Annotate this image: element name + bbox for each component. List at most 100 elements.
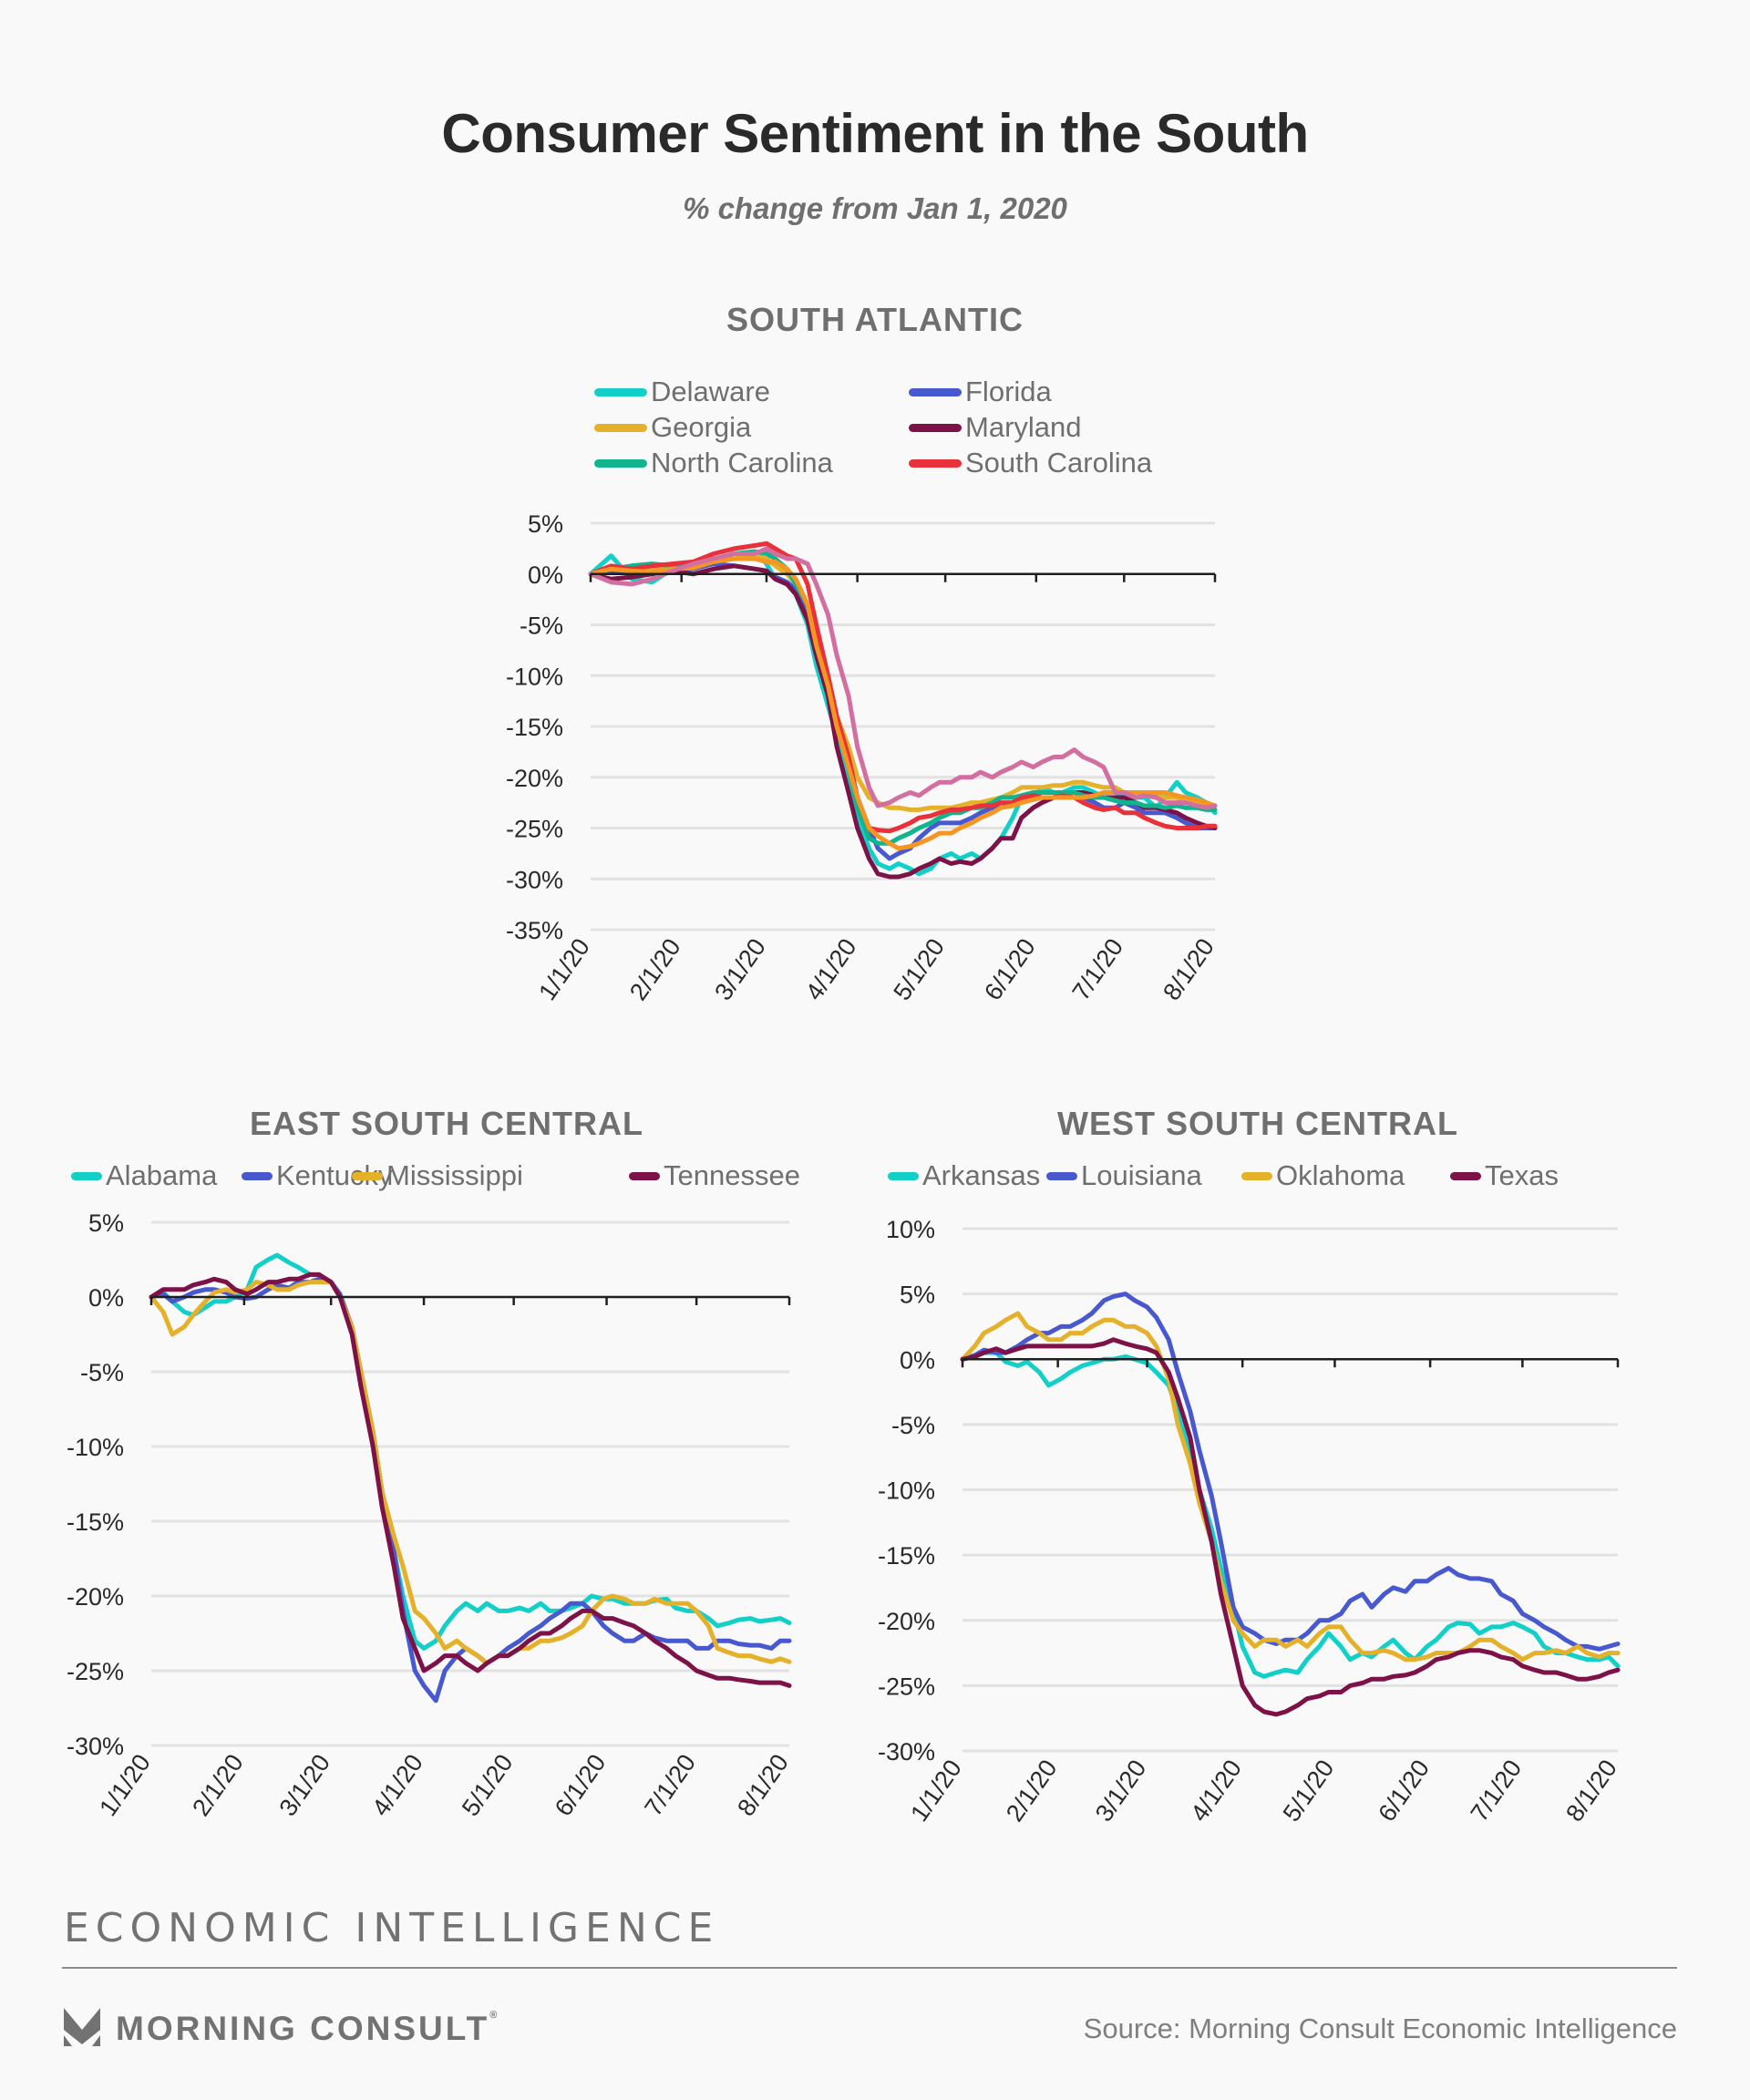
y-tick-label: -20% xyxy=(506,765,563,792)
x-tick-label: 4/1/20 xyxy=(800,933,862,1005)
legend-swatch xyxy=(888,1171,919,1180)
panel-title-east-south-central: EAST SOUTH CENTRAL xyxy=(250,1105,643,1142)
legend-label: Delaware xyxy=(651,376,770,407)
series-line-florida xyxy=(588,561,1218,861)
series-line-texas xyxy=(960,1337,1621,1717)
y-tick-label: 5% xyxy=(88,1210,124,1237)
x-tick-label: 4/1/20 xyxy=(366,1749,428,1821)
panel-title-south-atlantic: SOUTH ATLANTIC xyxy=(726,301,1024,338)
legend-west-south-central: Arkansas Louisiana Oklahoma Texas xyxy=(888,1159,1653,1196)
y-tick-label: 0% xyxy=(88,1284,124,1312)
legend-item-south-carolina: South Carolina xyxy=(909,447,1152,479)
series-line-tennessee xyxy=(149,1271,792,1688)
legend-item-north-carolina: North Carolina xyxy=(594,447,833,479)
y-tick-label: -30% xyxy=(67,1733,124,1760)
x-tick-label: 1/1/20 xyxy=(94,1749,156,1821)
registered-mark: ® xyxy=(489,2010,498,2021)
y-tick-label: 5% xyxy=(900,1282,935,1309)
series-line-georgia xyxy=(588,553,1218,812)
legend-item-florida: Florida xyxy=(909,376,1052,408)
x-tick-label: 2/1/20 xyxy=(187,1749,249,1821)
series-line-unlabeled-7 xyxy=(588,546,1218,810)
y-tick-label: 0% xyxy=(528,561,563,589)
page-subtitle: % change from Jan 1, 2020 xyxy=(683,191,1067,225)
legend-swatch xyxy=(594,387,647,396)
legend-item-georgia: Georgia xyxy=(594,411,751,444)
legend-east-south-central: Alabama Kentucky Mississippi Tennessee xyxy=(64,1159,866,1196)
legend-item-maryland: Maryland xyxy=(909,411,1082,444)
x-tick-label: 1/1/20 xyxy=(905,1755,967,1827)
legend-swatch xyxy=(1241,1171,1272,1180)
page-title: Consumer Sentiment in the South xyxy=(441,103,1309,164)
legend-item-tennessee: Tennessee xyxy=(629,1159,800,1192)
x-tick-label: 3/1/20 xyxy=(1090,1755,1152,1827)
legend-item-louisiana: Louisiana xyxy=(1046,1159,1202,1192)
series-line-alabama xyxy=(149,1252,792,1651)
x-tick-label: 7/1/20 xyxy=(1466,1755,1528,1827)
y-tick-label: 5% xyxy=(528,510,563,538)
legend-swatch xyxy=(352,1171,383,1180)
y-tick-label: -15% xyxy=(67,1508,124,1536)
x-tick-label: 5/1/20 xyxy=(457,1749,519,1821)
legend-label: Florida xyxy=(965,376,1052,407)
y-tick-label: -5% xyxy=(80,1359,124,1386)
legend-label: Tennessee xyxy=(664,1159,800,1191)
y-tick-label: 0% xyxy=(900,1346,935,1374)
source-note: Source: Morning Consult Economic Intelli… xyxy=(1083,2012,1677,2044)
x-tick-label: 4/1/20 xyxy=(1185,1755,1247,1827)
y-tick-label: -30% xyxy=(506,866,563,893)
legend-swatch xyxy=(71,1171,102,1180)
logo-text: MORNING CONSULT xyxy=(116,2010,490,2047)
chart-south-atlantic: 5% 0% -5% -10% -15% -20% -25% -30% -35%1/1/20 2/1… xyxy=(506,510,1220,1005)
y-tick-label: -25% xyxy=(878,1673,935,1700)
x-tick-label: 6/1/20 xyxy=(1373,1755,1435,1827)
chart-east-south-central: 5% 0% -5% -10% -15% -20% -25% -30%1/1/20 2/1/20 3… xyxy=(67,1210,794,1821)
legend-swatch xyxy=(594,423,647,432)
legend-swatch xyxy=(909,458,962,468)
legend-swatch xyxy=(909,423,962,432)
legend-label: Mississippi xyxy=(386,1159,523,1191)
y-tick-label: -20% xyxy=(878,1608,935,1635)
series-line-maryland xyxy=(588,563,1218,880)
x-tick-label: 5/1/20 xyxy=(1278,1755,1340,1827)
x-tick-label: 8/1/20 xyxy=(1158,933,1220,1005)
series-line-kentucky xyxy=(149,1276,792,1704)
legend-label: Georgia xyxy=(651,411,752,443)
morning-consult-logo-icon xyxy=(64,2008,100,2046)
legend-swatch xyxy=(909,387,962,396)
series-line-oklahoma xyxy=(960,1311,1621,1662)
y-tick-label: -15% xyxy=(878,1542,935,1570)
chart-west-south-central: 10% 5% 0% -5% -10% -15% -20% -25% -30%1/1/20 2/1/… xyxy=(878,1216,1622,1827)
y-tick-label: -10% xyxy=(67,1434,124,1461)
x-tick-label: 5/1/20 xyxy=(888,933,950,1005)
x-tick-label: 8/1/20 xyxy=(732,1749,794,1821)
x-tick-label: 2/1/20 xyxy=(624,933,686,1005)
y-tick-label: 10% xyxy=(886,1216,935,1243)
morning-consult-wordmark: MORNING CONSULT® xyxy=(116,2010,497,2048)
legend-swatch xyxy=(242,1171,273,1180)
legend-swatch xyxy=(1046,1171,1077,1180)
legend-south-atlantic: Delaware Florida Georgia Maryland North … xyxy=(594,376,1178,485)
series-line-south-carolina xyxy=(588,540,1218,834)
y-tick-label: -25% xyxy=(506,816,563,843)
y-tick-label: -15% xyxy=(506,714,563,741)
y-tick-label: -10% xyxy=(506,663,563,690)
legend-label: North Carolina xyxy=(651,447,833,479)
series-line-louisiana xyxy=(960,1292,1621,1652)
x-tick-label: 2/1/20 xyxy=(1001,1755,1063,1827)
x-tick-label: 6/1/20 xyxy=(979,933,1041,1005)
legend-label: Alabama xyxy=(106,1159,218,1191)
series-line-arkansas xyxy=(960,1350,1621,1679)
x-tick-label: 6/1/20 xyxy=(550,1749,612,1821)
y-tick-label: -5% xyxy=(891,1412,935,1439)
footer-brand: ECONOMIC INTELLIGENCE xyxy=(64,1905,720,1951)
legend-label: Arkansas xyxy=(922,1159,1041,1191)
x-tick-label: 1/1/20 xyxy=(533,933,595,1005)
footer-divider xyxy=(62,1967,1677,1969)
series-line-mississippi xyxy=(149,1280,792,1666)
legend-item-oklahoma: Oklahoma xyxy=(1241,1159,1405,1192)
legend-label: Maryland xyxy=(965,411,1082,443)
y-tick-label: -25% xyxy=(67,1658,124,1685)
legend-item-delaware: Delaware xyxy=(594,376,770,408)
legend-swatch xyxy=(594,458,647,468)
